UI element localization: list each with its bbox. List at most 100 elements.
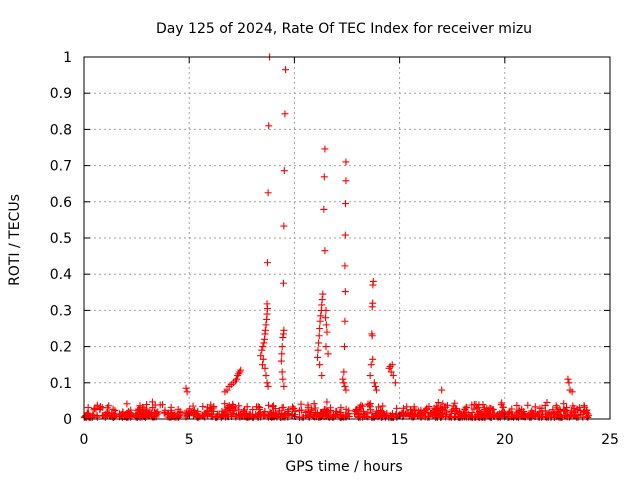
background-point <box>394 411 402 419</box>
background-point <box>279 403 287 411</box>
background-point <box>172 414 180 422</box>
data-point <box>389 372 397 380</box>
background-point <box>317 410 325 418</box>
data-point <box>368 332 376 340</box>
background-point <box>135 405 143 413</box>
background-point <box>563 408 571 416</box>
background-point <box>264 413 272 421</box>
background-point <box>379 410 387 418</box>
background-point <box>336 409 344 417</box>
background-point <box>375 403 383 411</box>
background-point <box>345 410 353 418</box>
background-point <box>297 400 305 408</box>
data-point <box>370 379 378 387</box>
data-point <box>258 346 266 354</box>
background-point <box>249 406 257 414</box>
background-point <box>175 412 183 420</box>
data-point <box>341 231 349 239</box>
background-point <box>434 399 442 407</box>
background-point <box>432 408 440 416</box>
background-point <box>560 400 568 408</box>
background-point <box>454 412 462 420</box>
data-point <box>278 350 286 358</box>
background-point <box>359 413 367 421</box>
background-point <box>174 405 182 413</box>
background-point <box>171 410 179 418</box>
background-point <box>352 405 360 413</box>
background-point <box>92 405 100 413</box>
data-points <box>182 53 576 396</box>
data-point <box>315 332 323 340</box>
background-point <box>437 404 445 412</box>
data-point <box>342 158 350 166</box>
background-point <box>253 403 261 411</box>
data-point <box>264 382 272 390</box>
data-point <box>314 353 322 361</box>
data-point <box>262 372 270 380</box>
x-tick-label: 0 <box>80 432 89 448</box>
background-point <box>554 407 562 415</box>
background-point <box>150 408 158 416</box>
data-point <box>342 200 350 208</box>
background-point <box>289 403 297 411</box>
background-point <box>419 411 427 419</box>
background-point <box>268 403 276 411</box>
background-point <box>215 410 223 418</box>
background-point <box>351 410 359 418</box>
data-point <box>261 335 269 343</box>
data-point <box>261 364 269 372</box>
background-point <box>290 405 298 413</box>
background-point <box>134 406 142 414</box>
data-point <box>339 375 347 383</box>
background-point <box>276 414 284 422</box>
background-point <box>490 411 498 419</box>
background-point <box>490 409 498 417</box>
background-point <box>110 414 118 422</box>
background-point <box>563 404 571 412</box>
y-tick-label: 0.7 <box>50 159 72 175</box>
background-point <box>302 408 310 416</box>
data-point <box>372 386 380 394</box>
data-point <box>321 145 329 153</box>
background-point <box>430 404 438 412</box>
y-tick-label: 0.1 <box>50 376 72 392</box>
background-point <box>527 409 535 417</box>
data-point <box>366 372 374 380</box>
background-point <box>400 404 408 412</box>
y-tick-label: 0.9 <box>50 86 72 102</box>
data-point <box>316 361 324 369</box>
data-point <box>282 66 290 74</box>
background-point <box>101 411 109 419</box>
background-point <box>407 406 415 414</box>
data-point <box>221 388 229 396</box>
data-point <box>564 375 572 383</box>
background-point <box>189 402 197 410</box>
background-point <box>524 401 532 409</box>
y-tick-label: 0.8 <box>50 122 72 138</box>
data-point <box>320 173 328 181</box>
background-point <box>298 413 306 421</box>
data-point <box>317 312 325 320</box>
background-point <box>545 409 553 417</box>
background-point <box>143 401 151 409</box>
background-point <box>453 408 461 416</box>
background-point <box>459 410 467 418</box>
background-point <box>109 405 117 413</box>
background-point <box>191 409 199 417</box>
background-point <box>229 400 237 408</box>
background-point <box>132 411 140 419</box>
background-point <box>322 412 330 420</box>
background-point <box>519 411 527 419</box>
background-point <box>499 412 507 420</box>
data-point <box>323 328 331 336</box>
background-point <box>513 402 521 410</box>
background-point <box>379 402 387 410</box>
data-point <box>263 379 271 387</box>
background-point <box>310 400 318 408</box>
data-point <box>264 189 272 197</box>
data-point <box>322 306 330 314</box>
data-point <box>391 379 399 387</box>
background-point <box>89 411 97 419</box>
data-point <box>368 303 376 311</box>
